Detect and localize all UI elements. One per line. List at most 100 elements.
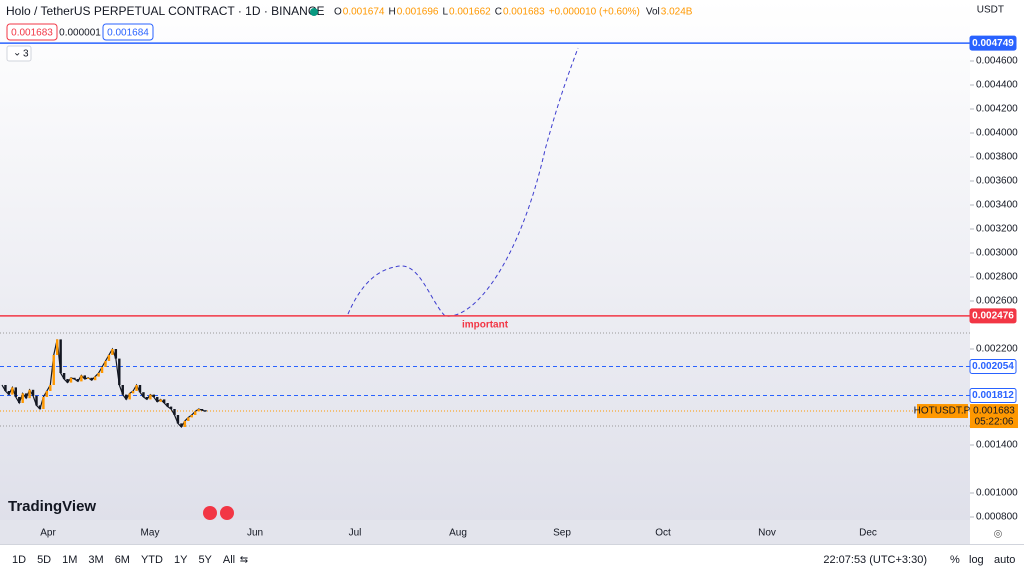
range-button[interactable]: 1D — [12, 554, 26, 566]
range-button[interactable]: 5D — [37, 554, 51, 566]
candle — [93, 376, 97, 381]
price-tick-label: 0.002800 — [976, 272, 1018, 283]
level-label-box — [969, 35, 1017, 51]
candle — [111, 349, 114, 355]
candle — [142, 392, 145, 397]
price-tick-label: 0.000800 — [976, 512, 1018, 523]
bottom-toolbar — [0, 544, 1024, 576]
candle — [162, 399, 166, 403]
price-tick-label: 0.001000 — [976, 488, 1018, 499]
price-tick-label: 0.003200 — [976, 224, 1018, 235]
month-label: Jun — [247, 528, 263, 539]
chevron[interactable]: ⌄ — [13, 48, 21, 59]
level-label: 0.002476 — [972, 311, 1014, 322]
candle — [128, 393, 131, 400]
percent-toggle[interactable]: % — [950, 554, 960, 566]
ohlc-key: L — [442, 7, 448, 18]
month-label: Sep — [553, 528, 571, 539]
range-button[interactable]: YTD — [141, 554, 163, 566]
candle — [114, 349, 118, 359]
price-tick-label: 0.004400 — [976, 80, 1018, 91]
annotation: important — [462, 320, 509, 331]
vol-value: 3.024B — [661, 7, 693, 18]
month-label: Apr — [40, 528, 56, 539]
candle — [83, 375, 86, 379]
clock: 22:07:53 (UTC+3:30) — [823, 554, 927, 566]
settings-icon[interactable]: ◎ — [994, 529, 1003, 540]
ask[interactable]: 0.001684 — [107, 28, 149, 39]
candle — [11, 387, 14, 395]
level-label-box — [969, 359, 1017, 375]
currency[interactable]: USDT — [977, 5, 1004, 16]
current-price: 0.001683 — [973, 406, 1015, 417]
auto-toggle[interactable]: auto — [994, 554, 1015, 566]
candle — [149, 394, 152, 400]
projection-drawing — [347, 47, 579, 317]
candle — [31, 389, 35, 396]
range-button[interactable]: 1M — [62, 554, 77, 566]
candle — [21, 393, 24, 403]
price-tick-label: 0.002600 — [976, 296, 1018, 307]
countdown: 05:22:06 — [975, 417, 1014, 428]
level-label-box — [969, 308, 1017, 324]
range-button[interactable]: 1Y — [174, 554, 188, 566]
event-icon[interactable] — [220, 506, 234, 520]
price-tick-label: 0.001400 — [976, 440, 1018, 451]
month-label: Dec — [859, 528, 877, 539]
event-icon[interactable] — [203, 506, 217, 520]
candle — [173, 409, 176, 415]
candle — [131, 391, 135, 394]
ohlc-value: 0.001696 — [397, 7, 439, 18]
ohlc-value: 0.001674 — [343, 7, 385, 18]
indicator-count[interactable]: 3 — [23, 49, 29, 60]
candle — [187, 417, 190, 421]
bid[interactable]: 0.001683 — [11, 28, 53, 39]
candle — [28, 389, 31, 399]
candle — [107, 355, 111, 361]
candle — [100, 367, 104, 373]
candle — [204, 410, 207, 412]
candle — [125, 394, 128, 400]
range-button[interactable]: 6M — [115, 554, 130, 566]
change: +0.000010 (+0.60%) — [549, 7, 640, 18]
candle — [80, 375, 83, 382]
price-tick-label: 0.004200 — [976, 104, 1018, 115]
candle — [183, 421, 187, 427]
candle — [45, 391, 49, 397]
candle — [49, 385, 52, 391]
range-button[interactable]: 5Y — [198, 554, 212, 566]
candle — [42, 397, 45, 409]
buy-box[interactable] — [102, 23, 154, 41]
price-tick-label: 0.004000 — [976, 128, 1018, 139]
level-label: 0.002054 — [972, 361, 1014, 372]
candle — [56, 339, 59, 355]
status-dot — [310, 8, 318, 16]
spread: 0.000001 — [59, 28, 101, 39]
ohlc-key: H — [389, 7, 396, 18]
range-button[interactable]: 3M — [88, 554, 103, 566]
ohlc-value: 0.001683 — [503, 7, 545, 18]
date-range-icon[interactable]: ⇆ — [240, 555, 248, 566]
candle — [38, 405, 42, 409]
candle — [14, 387, 17, 397]
sell-box[interactable] — [6, 23, 58, 41]
candle — [200, 409, 204, 411]
candle — [59, 339, 62, 373]
price-tick-label: 0.002200 — [976, 344, 1018, 355]
candle — [7, 391, 11, 395]
candle — [97, 373, 100, 377]
level-label: 0.004749 — [972, 38, 1014, 49]
chart-pane — [0, 0, 970, 520]
indicator-toggle[interactable] — [6, 45, 32, 62]
candle — [194, 411, 197, 415]
candle — [4, 385, 7, 391]
candle — [152, 394, 155, 397]
candle — [90, 377, 93, 381]
month-label: Jul — [349, 528, 362, 539]
log-toggle[interactable]: log — [969, 554, 984, 566]
month-label: Nov — [758, 528, 776, 539]
range-button[interactable]: All — [223, 554, 235, 566]
candle — [156, 397, 159, 402]
candle — [176, 415, 180, 424]
